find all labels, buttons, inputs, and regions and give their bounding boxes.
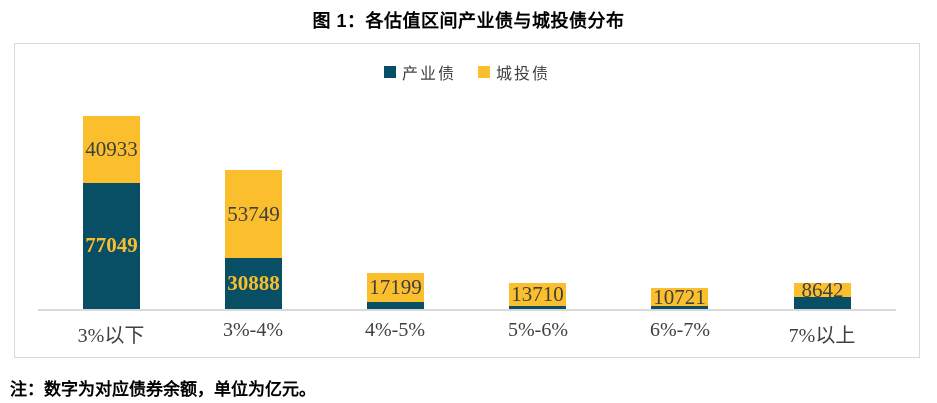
legend-label-industrial: 产业债 <box>401 66 456 83</box>
legend-item-industrial-bonds: 产业债 <box>383 60 456 84</box>
bar-segment-urban-investment-3%-4%: 53749 <box>225 170 282 259</box>
bar-segment-urban-investment-7%以上: 8642 <box>794 279 851 300</box>
bar-segment-industrial-3%以下: 77049 <box>83 182 140 309</box>
bar-segment-industrial-4%-5% <box>367 301 424 309</box>
legend-item-urban-investment-bonds: 城投债 <box>478 60 550 84</box>
legend-swatch-industrial-icon <box>383 66 396 78</box>
x-axis-line <box>38 309 896 311</box>
plot-area: 40933 77049 3%以下 53749 30888 3%-4% 17199 4%-5% 1… <box>15 44 919 357</box>
legend: 产业债 城投债 <box>15 60 919 84</box>
bar-segment-industrial-3%-4%: 30888 <box>225 258 282 309</box>
legend-swatch-urban-icon <box>478 66 490 78</box>
figure-title: 图 1：各估值区间产业债与城投债分布 <box>312 11 625 31</box>
bar-segment-urban-investment-6%-7%: 10721 <box>651 284 708 309</box>
x-axis-label-5%-6%: 5%-6% <box>508 319 568 341</box>
bar-value-label: 77049 <box>85 233 138 258</box>
x-axis-label-3%以下: 3%以下 <box>77 325 145 347</box>
x-axis-label-6%-7%: 6%-7% <box>650 319 710 341</box>
bar-segment-urban-investment-4%-5%: 17199 <box>367 273 424 302</box>
x-axis-label-3%-4%: 3%-4% <box>223 319 283 341</box>
figure-note: 注：数字为对应债券余额，单位为亿元。 <box>10 380 316 399</box>
bar-segment-urban-investment-5%-6%: 13710 <box>509 281 566 306</box>
bar-value-label: 10721 <box>653 284 706 309</box>
bar-segment-industrial-7%以上 <box>794 297 851 309</box>
x-axis-label-4%-5%: 4%-5% <box>365 319 425 341</box>
legend-label-urban: 城投债 <box>496 66 551 83</box>
chart-frame: 产业债 城投债 40933 77049 3%以下 53749 30888 3%-4% 171… <box>14 43 920 358</box>
bar-value-label: 8642 <box>801 277 844 302</box>
bar-value-label: 53749 <box>227 201 280 226</box>
bar-segment-industrial-6%-7% <box>651 305 708 309</box>
bar-value-label: 17199 <box>369 275 422 300</box>
bar-value-label: 13710 <box>511 281 564 306</box>
bar-segment-industrial-5%-6% <box>509 305 566 309</box>
bar-value-label: 30888 <box>227 271 280 296</box>
x-axis-label-7%以上: 7%以上 <box>788 325 856 347</box>
bar-segment-urban-investment-3%以下: 40933 <box>83 115 140 183</box>
bar-value-label: 40933 <box>85 136 138 161</box>
